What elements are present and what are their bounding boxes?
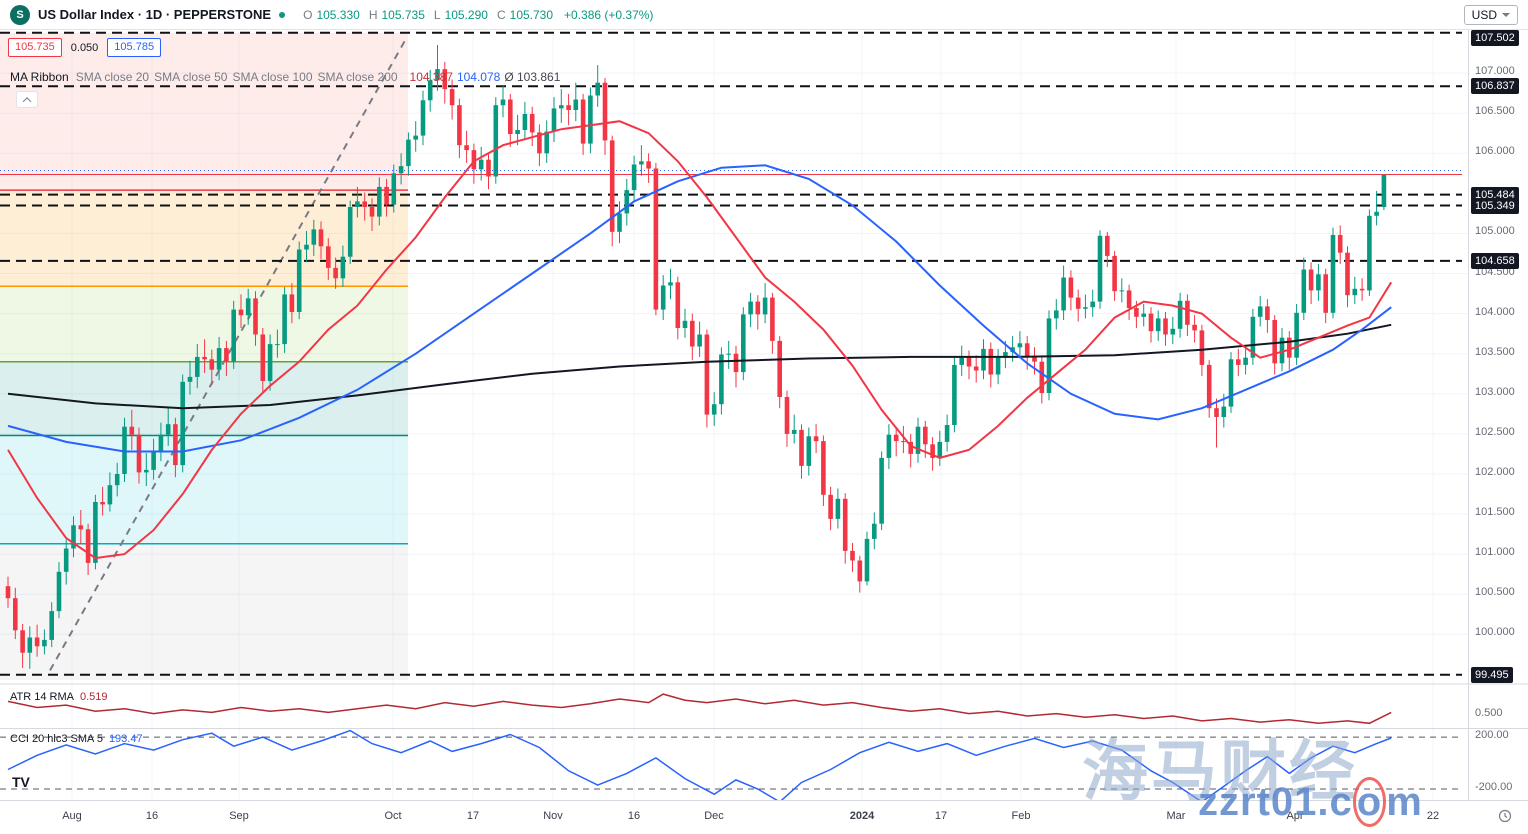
time-tick-label: Oct bbox=[384, 810, 402, 822]
time-tick-label: 22 bbox=[1426, 810, 1440, 822]
price-level-badge: 104.658 bbox=[1471, 252, 1519, 269]
toolbar: S US Dollar Index · 1D · PEPPERSTONE O 1… bbox=[0, 0, 1528, 30]
time-tick-label: Nov bbox=[543, 810, 563, 822]
change-value: +0.386 (+0.37%) bbox=[564, 7, 654, 22]
open-label: O bbox=[303, 7, 313, 22]
price-tick-label: 103.000 bbox=[1475, 385, 1515, 398]
ma-param: SMA close 200 bbox=[317, 70, 398, 84]
atr-value: 0.519 bbox=[79, 691, 108, 703]
high-label: H bbox=[368, 7, 378, 22]
time-tick-label: Feb bbox=[1011, 810, 1031, 822]
cci-label: CCI 20 hlc3 SMA 5 bbox=[10, 733, 103, 745]
time-axis[interactable]: Aug 16 Sep Oct 17 Nov 16 Dec 2024 17 Feb Mar Apr 22 bbox=[0, 800, 1528, 834]
price-tick-label: 102.000 bbox=[1475, 466, 1515, 478]
price-tick-label: 105.000 bbox=[1475, 225, 1515, 238]
cci-tick-label: -200.00 bbox=[1475, 781, 1513, 793]
time-tick-label: Dec bbox=[704, 810, 724, 822]
time-tick-label: Apr bbox=[1286, 810, 1304, 822]
time-tick-label: 17 bbox=[466, 810, 480, 822]
ma-value: 104.078 bbox=[456, 70, 501, 84]
ohlc-readout: O 105.330 H 105.735 L 105.290 C 105.730 … bbox=[303, 8, 653, 22]
price-tick-label: 103.500 bbox=[1475, 345, 1515, 358]
close-label: C bbox=[496, 7, 506, 22]
candlestick-chart[interactable] bbox=[0, 30, 1528, 800]
price-tick-label: 107.000 bbox=[1475, 65, 1515, 78]
indicator-name: MA Ribbon bbox=[10, 70, 69, 84]
price-tick-label: 100.000 bbox=[1475, 626, 1515, 639]
price-line-tags: 105.735 0.050 105.785 bbox=[8, 38, 162, 57]
high-value: 105.735 bbox=[381, 7, 425, 22]
ma-param: SMA close 50 bbox=[154, 70, 228, 84]
time-tick-label: 17 bbox=[934, 810, 948, 822]
price-level-badge: 106.837 bbox=[1471, 78, 1519, 95]
tradingview-logo[interactable]: TV bbox=[12, 774, 30, 790]
market-status-icon bbox=[279, 11, 286, 18]
time-tick-label: 2024 bbox=[849, 810, 875, 822]
time-tick-label: 16 bbox=[145, 810, 159, 822]
symbol-logo[interactable]: S bbox=[10, 4, 30, 25]
atr-tick-label: 0.500 bbox=[1475, 706, 1503, 719]
collapse-legend-button[interactable] bbox=[16, 91, 38, 108]
price-axis[interactable]: 107.000 106.500 106.000 105.000 104.500 104.0… bbox=[1468, 30, 1528, 800]
price-tick-label: 106.500 bbox=[1475, 105, 1515, 118]
spread-label: 0.050 bbox=[70, 41, 99, 54]
price-tick-label: 101.500 bbox=[1475, 506, 1515, 518]
chart-area[interactable]: 107.000 106.500 106.000 105.000 104.500 104.0… bbox=[0, 30, 1528, 834]
cci-indicator-legend[interactable]: CCI 20 hlc3 SMA 5 193.47 bbox=[10, 733, 143, 745]
time-tick-label: Mar bbox=[1166, 810, 1186, 822]
close-value: 105.730 bbox=[509, 7, 554, 22]
low-label: L bbox=[433, 7, 441, 22]
indicator-values: 104.387 104.078 Ø 103.861 bbox=[410, 70, 565, 84]
price-level-badge: 107.502 bbox=[1471, 30, 1519, 46]
ma-value: Ø 103.861 bbox=[504, 70, 561, 84]
ma-param: SMA close 20 bbox=[75, 70, 150, 84]
time-tick-label: 16 bbox=[627, 810, 641, 822]
atr-label: ATR 14 RMA bbox=[10, 691, 74, 703]
price-alert-tag-red[interactable]: 105.735 bbox=[8, 38, 62, 57]
currency-label: USD bbox=[1471, 7, 1497, 22]
ma-ribbon-legend[interactable]: MA Ribbon SMA close 20 SMA close 50 SMA cl… bbox=[10, 70, 564, 84]
price-tick-label: 102.500 bbox=[1475, 425, 1515, 438]
price-tick-label: 104.000 bbox=[1475, 305, 1515, 318]
price-tick-label: 100.500 bbox=[1475, 586, 1515, 599]
time-tick-label: Aug bbox=[62, 810, 82, 822]
chevron-up-icon bbox=[22, 96, 32, 106]
open-value: 105.330 bbox=[316, 7, 360, 22]
low-value: 105.290 bbox=[444, 7, 488, 22]
ma-param: SMA close 100 bbox=[232, 70, 313, 84]
time-tick-label: Sep bbox=[229, 810, 249, 822]
price-level-badge: 105.349 bbox=[1471, 197, 1519, 214]
price-level-badge: 99.495 bbox=[1471, 666, 1513, 683]
chevron-down-icon bbox=[1502, 12, 1510, 17]
atr-indicator-legend[interactable]: ATR 14 RMA 0.519 bbox=[10, 691, 108, 703]
ma-value: 104.387 bbox=[409, 70, 453, 84]
cci-tick-label: 200.00 bbox=[1475, 729, 1509, 742]
price-tick-label: 106.000 bbox=[1475, 145, 1515, 158]
currency-selector[interactable]: USD bbox=[1463, 4, 1518, 25]
clock-icon[interactable] bbox=[1498, 809, 1512, 823]
price-tick-label: 101.000 bbox=[1475, 546, 1515, 559]
cci-value: 193.47 bbox=[108, 733, 143, 745]
symbol-title[interactable]: US Dollar Index · 1D · PEPPERSTONE bbox=[38, 7, 272, 22]
price-alert-tag-blue[interactable]: 105.785 bbox=[107, 38, 162, 57]
indicator-params: SMA close 20 SMA close 50 SMA close 100 SMA… bbox=[76, 70, 403, 84]
